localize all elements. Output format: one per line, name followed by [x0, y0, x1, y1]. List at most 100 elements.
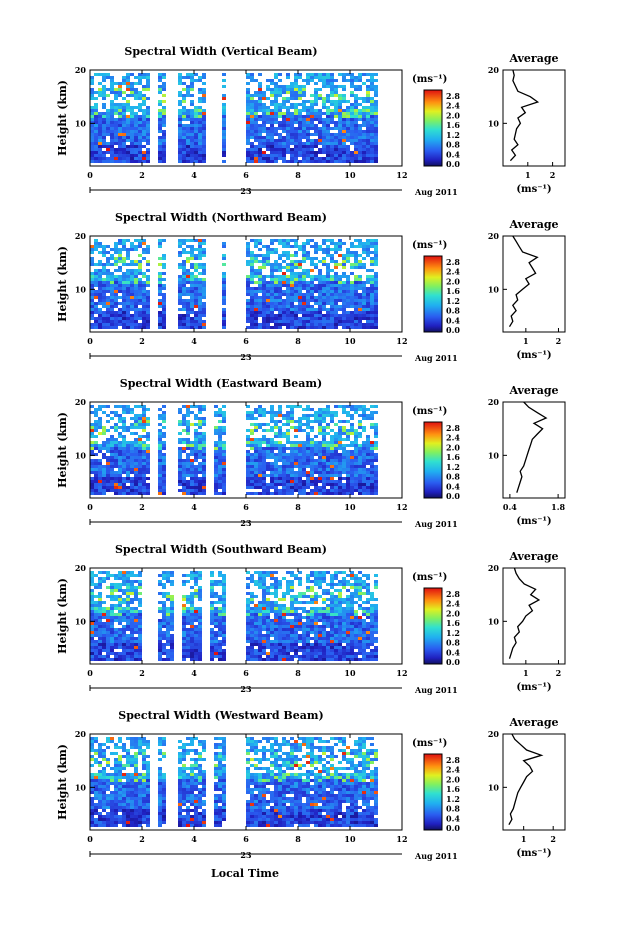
heatmap-cell — [134, 607, 138, 610]
heatmap-cell — [182, 643, 186, 646]
heatmap-cell — [254, 468, 258, 471]
heatmap-cell — [166, 595, 170, 598]
heatmap-cell — [266, 97, 270, 100]
heatmap-cell — [198, 489, 202, 492]
heatmap-cell — [190, 625, 194, 628]
heatmap-cell — [198, 649, 202, 652]
heatmap-cell — [246, 314, 250, 317]
heatmap-cell — [102, 471, 106, 474]
heatmap-cell — [250, 254, 254, 257]
heatmap-cell — [182, 251, 186, 254]
heatmap-cell — [266, 79, 270, 82]
heatmap-cell — [310, 269, 314, 272]
heatmap-cell — [246, 142, 250, 145]
heatmap-cell — [370, 411, 374, 414]
heatmap-cell — [130, 646, 134, 649]
heatmap-cell — [274, 100, 278, 103]
heatmap-cell — [298, 118, 302, 121]
heatmap-cell — [170, 604, 174, 607]
heatmap-cell — [306, 326, 310, 329]
heatmap-cell — [350, 251, 354, 254]
heatmap-cell — [102, 79, 106, 82]
heatmap-cell — [102, 299, 106, 302]
heatmap-cell — [190, 447, 194, 450]
heatmap-cell — [102, 293, 106, 296]
heatmap-cell — [106, 489, 110, 492]
heatmap-cell — [158, 272, 162, 275]
heatmap-cell — [350, 326, 354, 329]
heatmap-cell — [326, 151, 330, 154]
heatmap-cell — [290, 103, 294, 106]
heatmap-cell — [282, 118, 286, 121]
heatmap-cell — [198, 486, 202, 489]
heatmap-cell — [318, 456, 322, 459]
heatmap-cell — [278, 139, 282, 142]
heatmap-cell — [278, 492, 282, 495]
heatmap-cell — [218, 426, 222, 429]
heatmap-cell — [358, 85, 362, 88]
heatmap-cell — [330, 317, 334, 320]
heatmap-cell — [346, 492, 350, 495]
colorbar-tick-label: 0.0 — [446, 491, 460, 501]
heatmap-cell — [122, 323, 126, 326]
heatmap-cell — [190, 290, 194, 293]
heatmap-cell — [158, 643, 162, 646]
heatmap-cell — [314, 471, 318, 474]
heatmap-cell — [126, 299, 130, 302]
heatmap-cell — [222, 474, 226, 477]
heatmap-cell — [186, 88, 190, 91]
heatmap-cell — [298, 91, 302, 94]
heatmap-cell — [142, 492, 146, 495]
heatmap-cell — [358, 477, 362, 480]
heatmap-cell — [278, 477, 282, 480]
heatmap-cell — [202, 254, 206, 257]
heatmap-cell — [130, 263, 134, 266]
heatmap-cell — [158, 447, 162, 450]
heatmap-cell — [134, 151, 138, 154]
heatmap-cell — [106, 631, 110, 634]
heatmap-cell — [90, 248, 94, 251]
heatmap-cell — [126, 115, 130, 118]
heatmap-cell — [294, 299, 298, 302]
heatmap-cell — [102, 580, 106, 583]
heatmap-cell — [318, 272, 322, 275]
heatmap-cell — [134, 598, 138, 601]
heatmap-cell — [122, 441, 126, 444]
heatmap-cell — [182, 658, 186, 661]
heatmap-cell — [114, 127, 118, 130]
heatmap-cell — [338, 281, 342, 284]
heatmap-cell — [374, 239, 378, 242]
heatmap-cell — [330, 480, 334, 483]
heatmap-cell — [374, 323, 378, 326]
heatmap-cell — [182, 127, 186, 130]
heatmap-cell — [114, 287, 118, 290]
heatmap-cell — [330, 302, 334, 305]
heatmap-cell — [138, 643, 142, 646]
heatmap-cell — [146, 444, 150, 447]
heatmap-cell — [170, 613, 174, 616]
heatmap-cell — [118, 486, 122, 489]
heatmap-cell — [138, 239, 142, 242]
heatmap-cell — [258, 73, 262, 76]
heatmap-cell — [130, 121, 134, 124]
heatmap-cell — [290, 450, 294, 453]
heatmap-cell — [362, 311, 366, 314]
panel-1: Spectral Width (Vertical Beam)0 2 4 6 8 10 122… — [56, 45, 566, 197]
heatmap-cell — [126, 254, 130, 257]
heatmap-cell — [194, 574, 198, 577]
heatmap-cell — [354, 305, 358, 308]
heatmap-cell — [126, 456, 130, 459]
heatmap-cell — [146, 160, 150, 163]
heatmap-cell — [202, 100, 206, 103]
heatmap-cell — [110, 281, 114, 284]
heatmap-cell — [334, 320, 338, 323]
heatmap-cell — [134, 462, 138, 465]
heatmap-cell — [350, 136, 354, 139]
heatmap-cell — [358, 145, 362, 148]
heatmap-cell — [350, 311, 354, 314]
heatmap-cell — [110, 637, 114, 640]
heatmap-cell — [94, 305, 98, 308]
heatmap-cell — [254, 471, 258, 474]
heatmap-cell — [278, 323, 282, 326]
heatmap-cell — [266, 462, 270, 465]
